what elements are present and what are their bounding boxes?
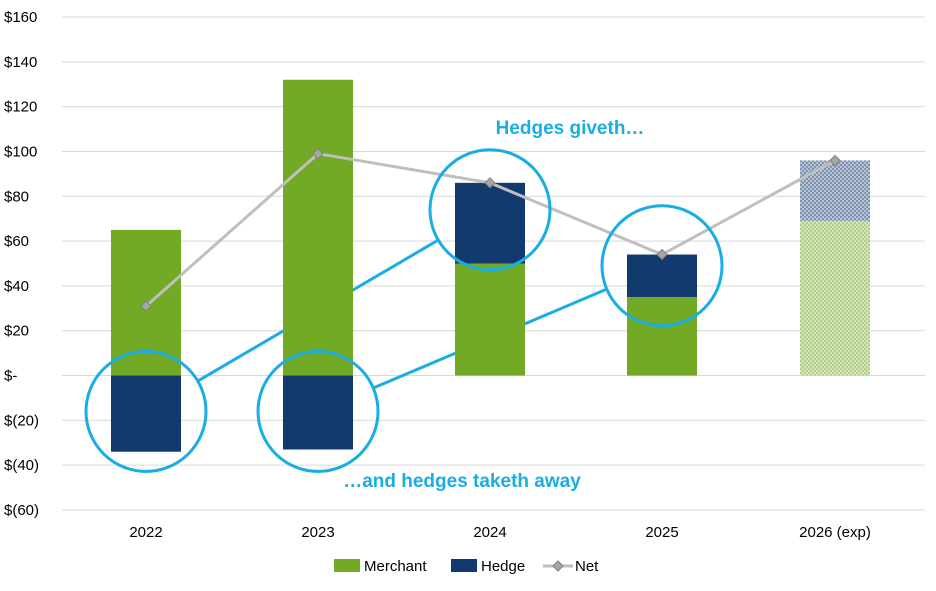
legend-marker-net <box>552 560 564 572</box>
bar-merchant-2023 <box>283 79 353 376</box>
y-tick-label: $(40) <box>4 457 39 474</box>
net-marker <box>140 300 152 312</box>
legend-swatch-hedge <box>451 559 477 572</box>
net-marker <box>656 248 668 261</box>
bar-hedge-2023 <box>283 375 353 450</box>
highlight-circle <box>84 349 208 473</box>
x-axis: 2022 2023 2024 2025 2026 (exp) <box>129 524 871 541</box>
net-marker <box>312 147 324 160</box>
highlight-circles <box>84 148 724 473</box>
annotation-hedges-taketh-away: …and hedges taketh away <box>343 471 581 492</box>
bar-hedge-2025 <box>627 254 697 298</box>
legend-label-merchant: Merchant <box>364 558 427 575</box>
y-tick-label: $- <box>4 368 17 385</box>
bar-hedge-2022 <box>111 375 181 452</box>
bar-hedge-2026exp <box>800 160 870 221</box>
bar-merchant-2024 <box>455 263 525 376</box>
net-marker <box>484 177 496 189</box>
highlight-circle <box>428 148 552 272</box>
annotation-hedges-giveth: Hedges giveth… <box>496 118 645 139</box>
y-tick-label: $20 <box>4 323 29 340</box>
legend-label-hedge: Hedge <box>481 558 525 575</box>
y-tick-label: $120 <box>4 99 37 116</box>
bar-merchant-2026exp <box>800 220 870 376</box>
y-tick-label: $40 <box>4 278 29 295</box>
legend-label-net: Net <box>575 558 599 575</box>
highlight-circle <box>600 204 724 328</box>
highlight-circle <box>256 349 380 473</box>
y-tick-label: $100 <box>4 143 37 160</box>
net-line <box>140 147 841 312</box>
legend-swatch-merchant <box>334 559 360 572</box>
bar-hedge-2024 <box>455 182 525 264</box>
y-tick-label: $60 <box>4 233 29 250</box>
y-tick-label: $(20) <box>4 412 39 429</box>
y-tick-label: $140 <box>4 54 37 71</box>
x-tick-label: 2024 <box>473 524 506 541</box>
net-marker <box>829 154 841 167</box>
y-tick-label: $80 <box>4 188 29 205</box>
x-tick-label: 2026 (exp) <box>799 524 871 541</box>
y-tick-label: $(60) <box>4 502 39 519</box>
bars <box>111 79 870 452</box>
y-axis: $(60) $(40) $(20) $- $20 $40 $60 $80 $100 $120 $14… <box>4 9 39 519</box>
connector-lines <box>197 238 608 390</box>
x-tick-label: 2022 <box>129 524 162 541</box>
x-tick-label: 2023 <box>301 524 334 541</box>
x-tick-label: 2025 <box>645 524 678 541</box>
legend: Merchant Hedge Net <box>334 558 599 575</box>
bar-merchant-2025 <box>627 297 697 376</box>
y-tick-label: $160 <box>4 9 37 26</box>
